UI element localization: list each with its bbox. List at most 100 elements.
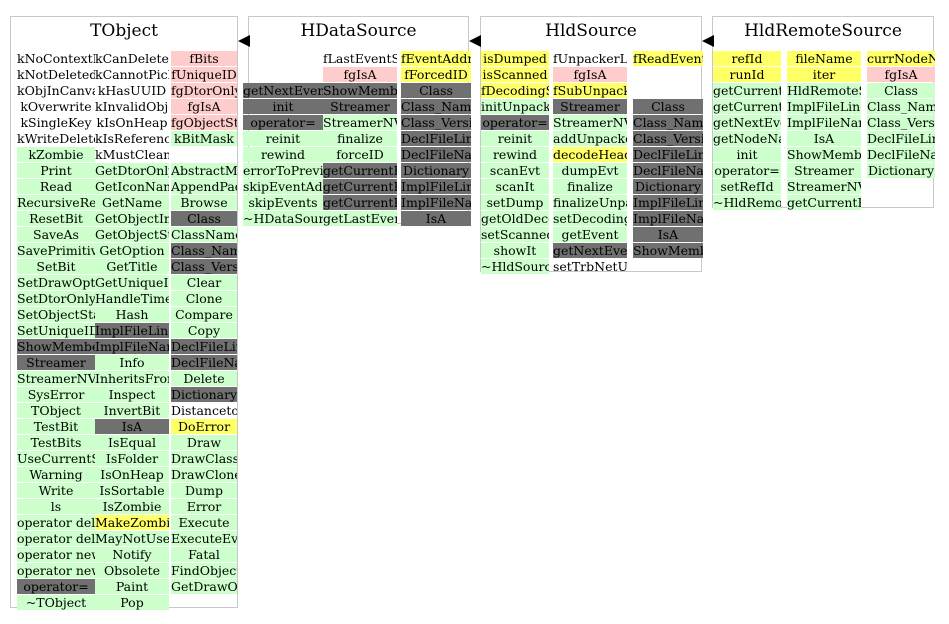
member-cell[interactable]: setDecodingStyle xyxy=(553,211,627,226)
member-cell[interactable]: operator new[] xyxy=(17,563,95,578)
member-cell[interactable]: HandleTimer xyxy=(95,291,169,306)
member-cell[interactable]: fileName xyxy=(787,51,861,66)
member-cell[interactable]: DeclFileLine xyxy=(633,147,703,162)
member-cell[interactable]: fEventAddr xyxy=(401,51,471,66)
member-cell[interactable]: StreamerNVirtual xyxy=(17,371,95,386)
member-cell[interactable]: getCurrentFileName xyxy=(787,195,861,210)
member-cell[interactable]: DeclFileLine xyxy=(401,131,471,146)
member-cell[interactable]: kOverwrite xyxy=(20,99,92,114)
member-cell[interactable]: TestBit xyxy=(17,419,95,434)
member-cell[interactable]: rewind xyxy=(481,147,549,162)
member-cell[interactable]: setRefId xyxy=(713,179,781,194)
member-cell[interactable]: ls xyxy=(17,499,95,514)
member-cell[interactable]: Clone xyxy=(171,291,237,306)
member-cell[interactable]: ImplFileName xyxy=(787,115,861,130)
member-cell[interactable]: SetObjectStat xyxy=(17,307,95,322)
member-cell[interactable]: ImplFileName xyxy=(95,339,169,354)
member-cell[interactable]: Pop xyxy=(95,595,169,610)
member-cell[interactable]: FindObject xyxy=(171,563,237,578)
member-cell[interactable]: runId xyxy=(713,67,781,82)
member-cell[interactable]: showIt xyxy=(481,243,549,258)
member-cell[interactable]: getLastEventStatus xyxy=(323,211,397,226)
member-cell[interactable]: Write xyxy=(17,483,95,498)
member-cell[interactable]: IsSortable xyxy=(95,483,169,498)
member-cell[interactable]: currNodeName xyxy=(867,51,935,66)
member-cell[interactable]: Copy xyxy=(171,323,237,338)
member-cell[interactable]: getCurrentRunId xyxy=(713,99,781,114)
member-cell[interactable]: IsA xyxy=(401,211,471,226)
member-cell[interactable]: fDecodingStyle xyxy=(481,83,549,98)
member-cell[interactable]: GetIconName xyxy=(95,179,169,194)
member-cell[interactable]: ~TObject xyxy=(17,595,95,610)
member-cell[interactable]: init xyxy=(243,99,323,114)
member-cell[interactable]: RecursiveRemove xyxy=(17,195,95,210)
member-cell[interactable]: Dictionary xyxy=(867,163,935,178)
member-cell[interactable]: finalize xyxy=(553,179,627,194)
member-cell[interactable]: Print xyxy=(17,163,95,178)
member-cell[interactable]: isDumped xyxy=(481,51,549,66)
member-cell[interactable]: kIsOnHeap xyxy=(96,115,168,130)
member-cell[interactable]: ImplFileName xyxy=(633,211,703,226)
member-cell[interactable]: GetDtorOnly xyxy=(95,163,169,178)
member-cell[interactable]: fForcedID xyxy=(401,67,471,82)
member-cell[interactable]: IsZombie xyxy=(95,499,169,514)
member-cell[interactable]: Class xyxy=(867,83,935,98)
member-cell[interactable]: SysError xyxy=(17,387,95,402)
member-cell[interactable]: Error xyxy=(171,499,237,514)
member-cell[interactable]: ~HldSource xyxy=(481,259,549,274)
member-cell[interactable]: Class_Version xyxy=(401,115,471,130)
member-cell[interactable]: iter xyxy=(787,67,861,82)
member-cell[interactable]: Compare xyxy=(171,307,237,322)
member-cell[interactable]: Class xyxy=(171,211,237,226)
member-cell[interactable]: DeclFileName xyxy=(401,147,471,162)
member-cell[interactable]: errorToPreviousEvent xyxy=(243,163,323,178)
member-cell[interactable]: Class_Name xyxy=(171,243,237,258)
member-cell[interactable]: getNextEvent xyxy=(713,115,781,130)
member-cell[interactable]: Class xyxy=(401,83,471,98)
member-cell[interactable]: Execute xyxy=(171,515,237,530)
member-cell[interactable]: fReadEvent xyxy=(633,51,703,66)
member-cell[interactable]: skipEvents xyxy=(243,195,323,210)
member-cell[interactable]: Obsolete xyxy=(95,563,169,578)
member-cell[interactable]: operator= xyxy=(243,115,323,130)
member-cell[interactable]: ImplFileLine xyxy=(95,323,169,338)
member-cell[interactable]: getCurrentRunId xyxy=(323,195,397,210)
member-cell[interactable]: SetDrawOption xyxy=(17,275,95,290)
member-cell[interactable]: addUnpacker xyxy=(553,131,627,146)
member-cell[interactable]: Streamer xyxy=(787,163,861,178)
member-cell[interactable]: operator= xyxy=(17,579,95,594)
member-cell[interactable]: setTrbNetUnpacker xyxy=(553,259,627,274)
member-cell[interactable]: GetObjectStat xyxy=(95,227,169,242)
member-cell[interactable]: GetTitle xyxy=(95,259,169,274)
member-cell[interactable]: fLastEventStatus xyxy=(323,51,397,66)
member-cell[interactable]: Delete xyxy=(171,371,237,386)
member-cell[interactable]: ImplFileLine xyxy=(401,179,471,194)
member-cell[interactable]: getNextEvent xyxy=(553,243,627,258)
member-cell[interactable]: Dictionary xyxy=(171,387,237,402)
member-cell[interactable]: ExecuteEvent xyxy=(171,531,237,546)
member-cell[interactable]: SetDtorOnly xyxy=(17,291,95,306)
member-cell[interactable]: GetUniqueID xyxy=(95,275,169,290)
member-cell[interactable]: Paint xyxy=(95,579,169,594)
member-cell[interactable]: IsFolder xyxy=(95,451,169,466)
member-cell[interactable]: DoError xyxy=(171,419,237,434)
member-cell[interactable]: kWriteDelete xyxy=(17,131,95,146)
member-cell[interactable]: setDump xyxy=(481,195,549,210)
member-cell[interactable]: fSubUnpacker xyxy=(553,83,627,98)
member-cell[interactable]: Warning xyxy=(17,467,95,482)
member-cell[interactable]: StreamerNVirtual xyxy=(553,115,627,130)
member-cell[interactable]: AbstractMethod xyxy=(171,163,237,178)
member-cell[interactable]: fBits xyxy=(171,51,237,66)
member-cell[interactable]: Draw xyxy=(171,435,237,450)
member-cell[interactable]: IsA xyxy=(633,227,703,242)
member-cell[interactable]: ImplFileName xyxy=(401,195,471,210)
member-cell[interactable]: scanEvt xyxy=(481,163,549,178)
member-cell[interactable]: operator new xyxy=(17,547,95,562)
member-cell[interactable]: ClassName xyxy=(171,227,237,242)
member-cell[interactable]: Class_Name xyxy=(401,99,471,114)
member-cell[interactable]: kMustCleanup xyxy=(95,147,169,162)
member-cell[interactable]: Streamer xyxy=(553,99,627,114)
member-cell[interactable]: fgIsA xyxy=(171,99,237,114)
member-cell[interactable]: Browse xyxy=(171,195,237,210)
member-cell[interactable]: finalize xyxy=(323,131,397,146)
